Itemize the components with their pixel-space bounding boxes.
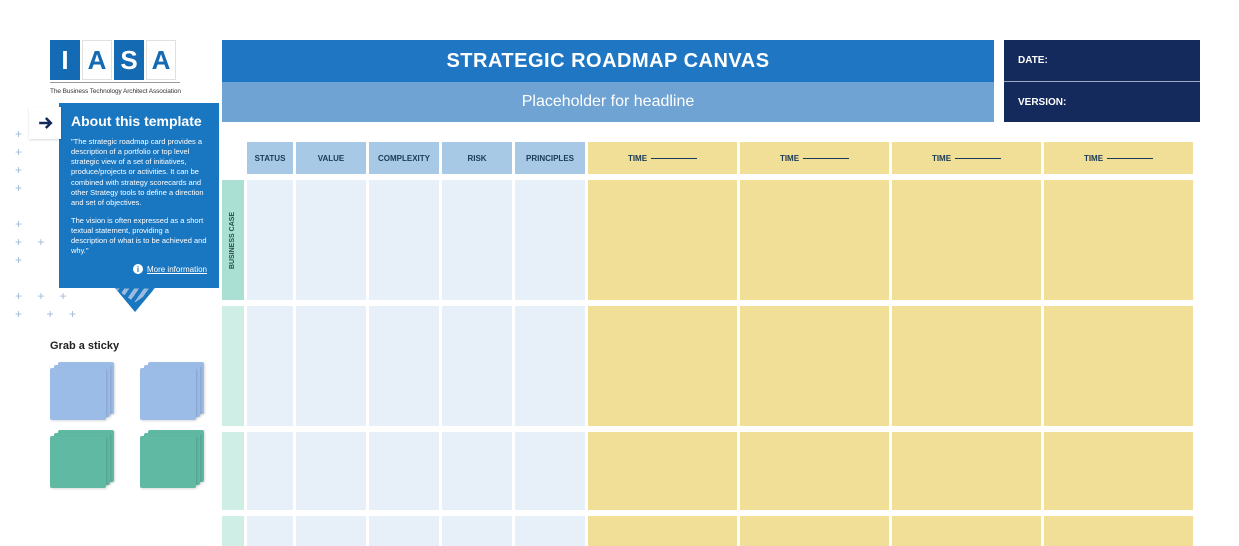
logo-letter: S — [114, 40, 144, 80]
cell[interactable] — [515, 180, 585, 300]
canvas-subtitle[interactable]: Placeholder for headline — [222, 82, 994, 122]
logo-letter: I — [50, 40, 80, 80]
row-label-business-case: BUSINESS CASE — [222, 180, 244, 300]
col-header-complexity: COMPLEXITY — [369, 142, 439, 174]
cell[interactable] — [369, 180, 439, 300]
cell[interactable] — [740, 516, 889, 546]
logo-divider — [50, 82, 180, 83]
cell[interactable] — [588, 516, 737, 546]
cell[interactable] — [369, 432, 439, 510]
grab-sticky-label: Grab a sticky — [50, 340, 215, 352]
cell[interactable] — [247, 306, 293, 426]
sidebar: I A S A The Business Technology Architec… — [15, 40, 215, 488]
row-label — [222, 432, 244, 510]
more-info-link[interactable]: i More information — [71, 264, 207, 274]
canvas-row — [222, 516, 1200, 546]
sticky-palette — [50, 362, 220, 488]
cell[interactable] — [1044, 516, 1193, 546]
cell[interactable] — [247, 180, 293, 300]
col-header-status: STATUS — [247, 142, 293, 174]
cell[interactable] — [1044, 432, 1193, 510]
sticky-stack-blue[interactable] — [140, 362, 200, 420]
arrow-right-icon[interactable] — [29, 107, 61, 139]
canvas-row — [222, 432, 1200, 510]
canvas-grid: STATUS VALUE COMPLEXITY RISK PRINCIPLES … — [222, 142, 1200, 546]
canvas-row: BUSINESS CASE — [222, 180, 1200, 300]
cell[interactable] — [892, 432, 1041, 510]
about-body: The vision is often expressed as a short… — [71, 216, 207, 257]
cell[interactable] — [247, 516, 293, 546]
canvas-rows: BUSINESS CASE — [222, 180, 1200, 546]
meta-box: DATE: VERSION: — [1004, 40, 1200, 122]
cell[interactable] — [588, 306, 737, 426]
col-header-risk: RISK — [442, 142, 512, 174]
cell[interactable] — [515, 432, 585, 510]
info-icon: i — [133, 264, 143, 274]
canvas-row — [222, 306, 1200, 426]
cell[interactable] — [1044, 180, 1193, 300]
sticky-stack-blue[interactable] — [50, 362, 110, 420]
about-card: About this template "The strategic roadm… — [59, 103, 219, 288]
column-headers: STATUS VALUE COMPLEXITY RISK PRINCIPLES … — [222, 142, 1200, 174]
cell[interactable] — [892, 306, 1041, 426]
col-header-time[interactable]: TIME — [588, 142, 737, 174]
col-header-time[interactable]: TIME — [1044, 142, 1193, 174]
cell[interactable] — [515, 516, 585, 546]
cell[interactable] — [442, 180, 512, 300]
cell[interactable] — [296, 516, 366, 546]
cell[interactable] — [1044, 306, 1193, 426]
cell[interactable] — [247, 432, 293, 510]
about-body: "The strategic roadmap card provides a d… — [71, 137, 207, 208]
logo-letters: I A S A — [50, 40, 176, 80]
row-label — [222, 516, 244, 546]
header: STRATEGIC ROADMAP CANVAS Placeholder for… — [222, 40, 994, 122]
col-header-time[interactable]: TIME — [892, 142, 1041, 174]
cell[interactable] — [588, 432, 737, 510]
cell[interactable] — [740, 306, 889, 426]
cell[interactable] — [740, 432, 889, 510]
meta-version-label[interactable]: VERSION: — [1004, 82, 1200, 123]
cell[interactable] — [442, 516, 512, 546]
logo-letter: A — [82, 40, 112, 80]
cell[interactable] — [442, 432, 512, 510]
logo-letter: A — [146, 40, 176, 80]
logo-subtitle: The Business Technology Architect Associ… — [50, 88, 181, 95]
cell[interactable] — [892, 180, 1041, 300]
cell[interactable] — [442, 306, 512, 426]
col-header-value: VALUE — [296, 142, 366, 174]
cell[interactable] — [740, 180, 889, 300]
about-pointer — [115, 288, 155, 312]
cell[interactable] — [296, 306, 366, 426]
canvas-title: STRATEGIC ROADMAP CANVAS — [222, 40, 994, 82]
sticky-stack-teal[interactable] — [50, 430, 110, 488]
row-label — [222, 306, 244, 426]
cell[interactable] — [296, 180, 366, 300]
logo: I A S A The Business Technology Architec… — [50, 40, 215, 95]
cell[interactable] — [369, 516, 439, 546]
meta-date-label[interactable]: DATE: — [1004, 40, 1200, 81]
more-info-label: More information — [147, 265, 207, 274]
cell[interactable] — [296, 432, 366, 510]
col-header-time[interactable]: TIME — [740, 142, 889, 174]
cell[interactable] — [369, 306, 439, 426]
cell[interactable] — [588, 180, 737, 300]
cell[interactable] — [515, 306, 585, 426]
cell[interactable] — [892, 516, 1041, 546]
about-title: About this template — [71, 113, 207, 129]
sticky-stack-teal[interactable] — [140, 430, 200, 488]
page-root: I A S A The Business Technology Architec… — [0, 0, 1239, 536]
col-header-principles: PRINCIPLES — [515, 142, 585, 174]
spacer — [222, 142, 244, 174]
